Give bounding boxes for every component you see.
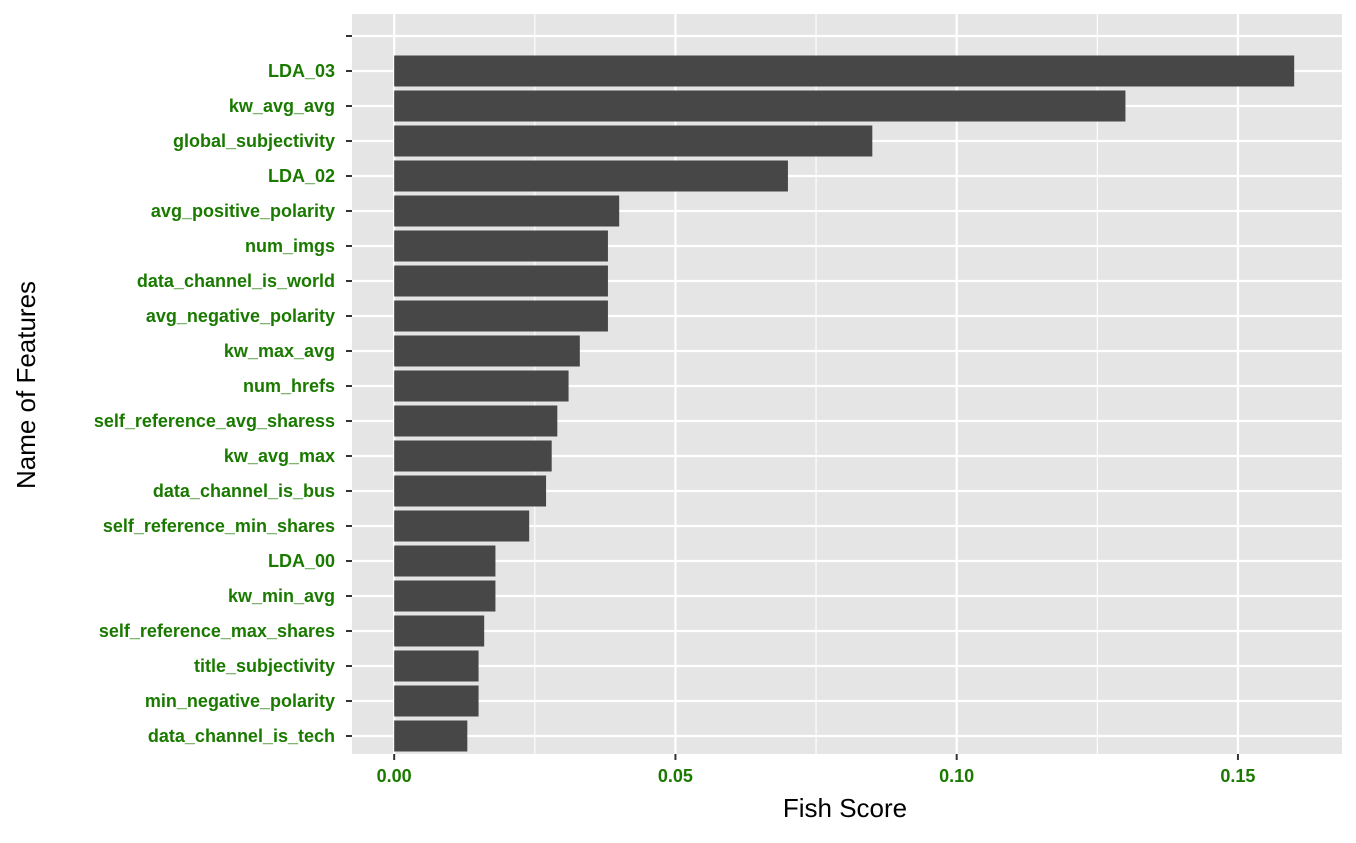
y-tick-label: title_subjectivity <box>194 656 335 676</box>
y-axis: LDA_03 kw_avg_avg global_subjectivity LDA_0… <box>94 35 352 746</box>
y-tick-label: self_reference_max_shares <box>99 621 335 641</box>
bar <box>394 370 569 402</box>
bar <box>394 580 496 612</box>
bar <box>394 650 479 682</box>
y-tick-label: kw_max_avg <box>224 341 335 361</box>
bar <box>394 125 873 157</box>
y-tick-label: LDA_02 <box>268 166 335 186</box>
y-tick-label: data_channel_is_bus <box>153 481 335 501</box>
bar <box>394 440 552 472</box>
x-tick-label: 0.00 <box>377 766 412 786</box>
x-tick-label: 0.05 <box>658 766 693 786</box>
y-tick-label: kw_avg_avg <box>229 96 335 116</box>
y-tick-label: num_imgs <box>245 236 335 256</box>
bar <box>394 55 1295 87</box>
y-tick-label: LDA_00 <box>268 551 335 571</box>
y-tick-label: LDA_03 <box>268 61 335 81</box>
bar <box>394 405 558 437</box>
x-axis-title: Fish Score <box>783 793 907 823</box>
y-tick-label: avg_positive_polarity <box>151 201 335 221</box>
bar <box>394 475 547 507</box>
y-tick-label: self_reference_avg_sharess <box>94 411 335 431</box>
y-tick-label: data_channel_is_world <box>137 271 335 291</box>
bar <box>394 195 620 227</box>
bar <box>394 615 485 647</box>
bar <box>394 230 608 262</box>
bar <box>394 545 496 577</box>
bar <box>394 720 468 752</box>
y-axis-title: Name of Features <box>11 281 41 489</box>
y-tick-label: global_subjectivity <box>173 131 335 151</box>
y-tick-label: num_hrefs <box>243 376 335 396</box>
bar <box>394 160 788 192</box>
y-tick-label: self_reference_min_shares <box>103 516 335 536</box>
bar <box>394 510 530 542</box>
bar <box>394 90 1126 122</box>
bar <box>394 335 580 367</box>
x-tick-label: 0.15 <box>1220 766 1255 786</box>
bar <box>394 265 608 297</box>
x-axis: 0.00 0.05 0.10 0.15 <box>377 754 1255 786</box>
y-tick-label: avg_negative_polarity <box>146 306 335 326</box>
bar <box>394 685 479 717</box>
bar <box>394 300 608 332</box>
x-tick-label: 0.10 <box>939 766 974 786</box>
y-tick-label: kw_min_avg <box>228 586 335 606</box>
y-tick-label: data_channel_is_tech <box>148 726 335 746</box>
bars <box>394 55 1295 752</box>
y-tick-label: kw_avg_max <box>224 446 335 466</box>
y-tick-label: min_negative_polarity <box>145 691 335 711</box>
